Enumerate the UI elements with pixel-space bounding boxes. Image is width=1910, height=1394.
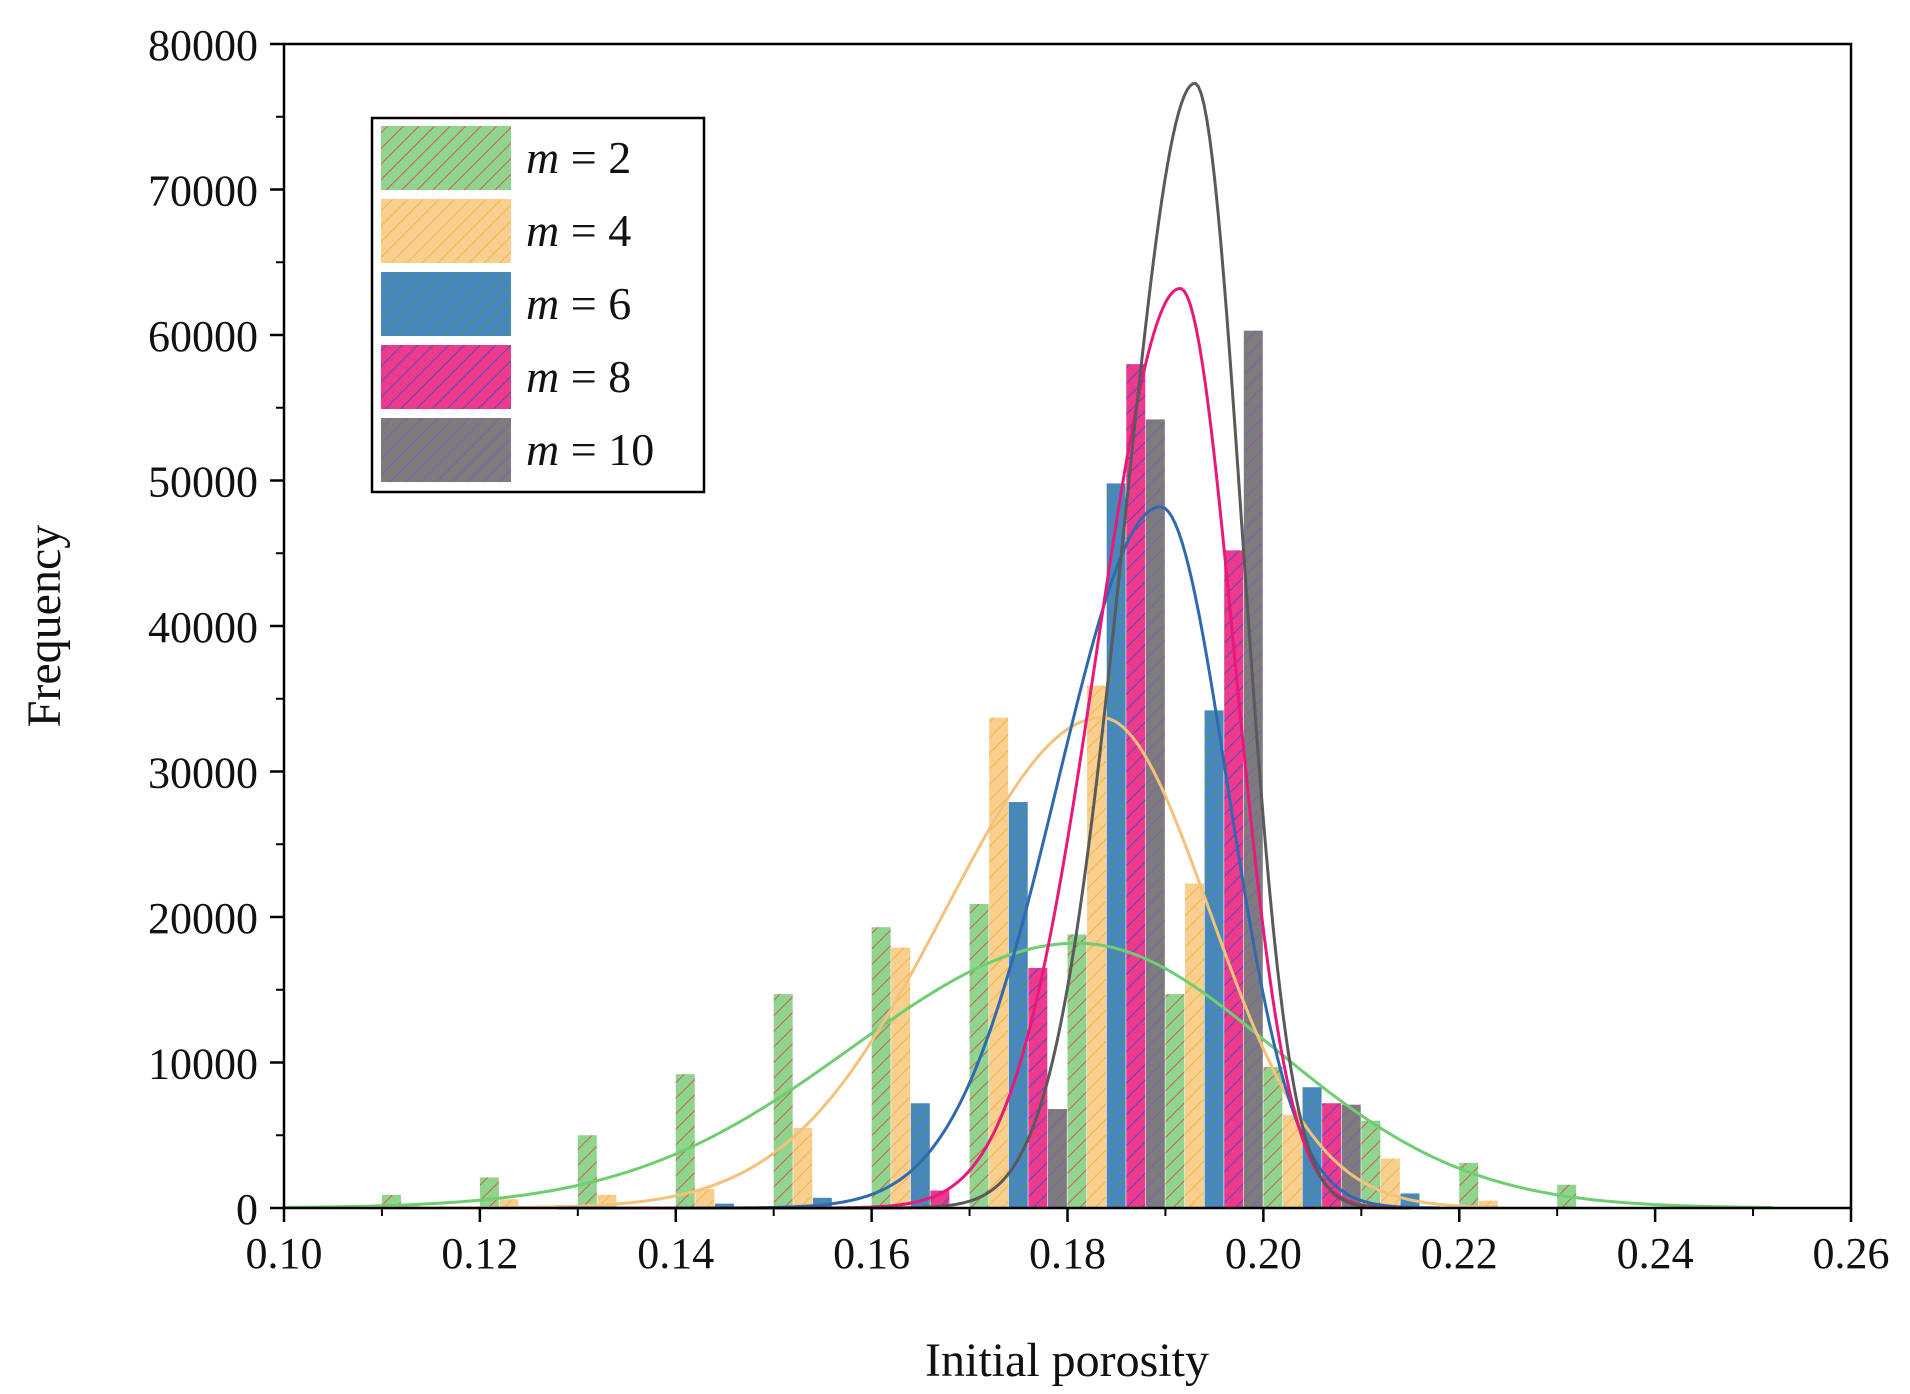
bar-m4-0.21 (1380, 1158, 1400, 1208)
x-tick-label-0: 0.10 (246, 1229, 323, 1278)
bars (381, 330, 1577, 1209)
legend-var: m (526, 132, 559, 183)
bar-m4-0.15 (793, 1127, 813, 1208)
legend-label-m6: m = 6 (526, 278, 631, 329)
legend-sep: = (559, 132, 608, 183)
bar-m4-0.22 (1478, 1200, 1498, 1208)
y-tick-label-8: 80000 (148, 21, 258, 70)
legend-var: m (526, 424, 559, 475)
x-tick-label-8: 0.26 (1813, 1229, 1890, 1278)
legend-sep: = (559, 205, 608, 256)
x-tick-label-3: 0.16 (833, 1229, 910, 1278)
bar-m8-0.18 (1126, 364, 1146, 1209)
bar-m6-0.16 (910, 1103, 930, 1208)
bar-m4-0.12 (499, 1199, 519, 1208)
bar-m10-0.20 (1341, 1104, 1361, 1208)
legend-value: 4 (608, 205, 631, 256)
legend-swatch-m2 (381, 126, 511, 190)
y-axis-label: Frequency (18, 525, 71, 728)
axis-ticks: 0.10 0.12 0.14 0.16 0.18 0.20 0.22 0.24 0.26 0 100… (148, 21, 1890, 1278)
bar-m2-0.18 (1067, 934, 1087, 1208)
bar-m2-0.19 (1165, 994, 1185, 1208)
y-tick-label-5: 50000 (148, 458, 258, 507)
legend-label-m8: m = 8 (526, 351, 631, 402)
bar-m10-0.18 (1145, 419, 1165, 1208)
legend-swatch-m4 (381, 199, 511, 263)
bar-m2-0.17 (969, 903, 989, 1208)
y-tick-label-4: 40000 (148, 603, 258, 652)
bar-m2-0.14 (675, 1074, 695, 1208)
bar-m6-0.17 (1008, 802, 1028, 1208)
y-tick-label-6: 60000 (148, 312, 258, 361)
x-tick-label-5: 0.20 (1225, 1229, 1302, 1278)
x-axis-label: Initial porosity (925, 1334, 1209, 1387)
bar-m2-0.15 (773, 994, 793, 1208)
legend-label-m10: m = 10 (526, 424, 654, 475)
y-tick-label-7: 70000 (148, 167, 258, 216)
legend-sep: = (559, 351, 608, 402)
x-tick-label-4: 0.18 (1029, 1229, 1106, 1278)
legend-value: 6 (608, 278, 631, 329)
bar-m2-0.13 (577, 1135, 597, 1208)
x-tick-label-2: 0.14 (637, 1229, 714, 1278)
bar-m6-0.15 (812, 1197, 832, 1208)
legend-swatch-m8 (381, 345, 511, 409)
y-tick-label-1: 10000 (148, 1040, 258, 1089)
y-tick-label-3: 30000 (148, 749, 258, 798)
x-tick-label-7: 0.24 (1617, 1229, 1694, 1278)
bar-m8-0.19 (1224, 550, 1244, 1208)
bar-m4-0.17 (989, 717, 1009, 1208)
bar-m4-0.20 (1282, 1114, 1302, 1208)
fit-curve-m2 (283, 941, 1773, 1210)
bar-m4-0.16 (891, 947, 911, 1208)
bar-m2-0.12 (479, 1177, 499, 1208)
legend-value: 10 (608, 424, 654, 475)
legend-sep: = (559, 278, 608, 329)
legend-sep: = (559, 424, 608, 475)
bar-m4-0.19 (1185, 883, 1205, 1208)
legend-var: m (526, 351, 559, 402)
legend-label-m2: m = 2 (526, 132, 631, 183)
legend-swatch-m6 (381, 272, 511, 336)
bar-m6-0.19 (1204, 710, 1224, 1208)
legend-swatch-m10 (381, 418, 511, 482)
legend-label-m4: m = 4 (526, 205, 631, 256)
bar-m6-0.20 (1302, 1087, 1322, 1208)
bar-m10-0.19 (1243, 330, 1263, 1208)
bar-m2-0.21 (1361, 1120, 1381, 1208)
legend-var: m (526, 205, 559, 256)
bar-m8-0.17 (1028, 967, 1048, 1208)
bar-m10-0.17 (1047, 1109, 1067, 1208)
legend-value: 2 (608, 132, 631, 183)
y-tick-label-0: 0 (236, 1185, 258, 1234)
bar-m4-0.14 (695, 1189, 715, 1208)
bar-m6-0.18 (1106, 483, 1126, 1208)
bar-m6-0.14 (714, 1203, 734, 1208)
legend-value: 8 (608, 351, 631, 402)
y-tick-label-2: 20000 (148, 894, 258, 943)
bar-m2-0.16 (871, 927, 891, 1208)
bar-m2-0.20 (1263, 1066, 1283, 1208)
x-tick-label-1: 0.12 (441, 1229, 518, 1278)
legend-var: m (526, 278, 559, 329)
legend: m = 2m = 4m = 6m = 8m = 10 (370, 116, 706, 494)
x-tick-label-6: 0.22 (1421, 1229, 1498, 1278)
